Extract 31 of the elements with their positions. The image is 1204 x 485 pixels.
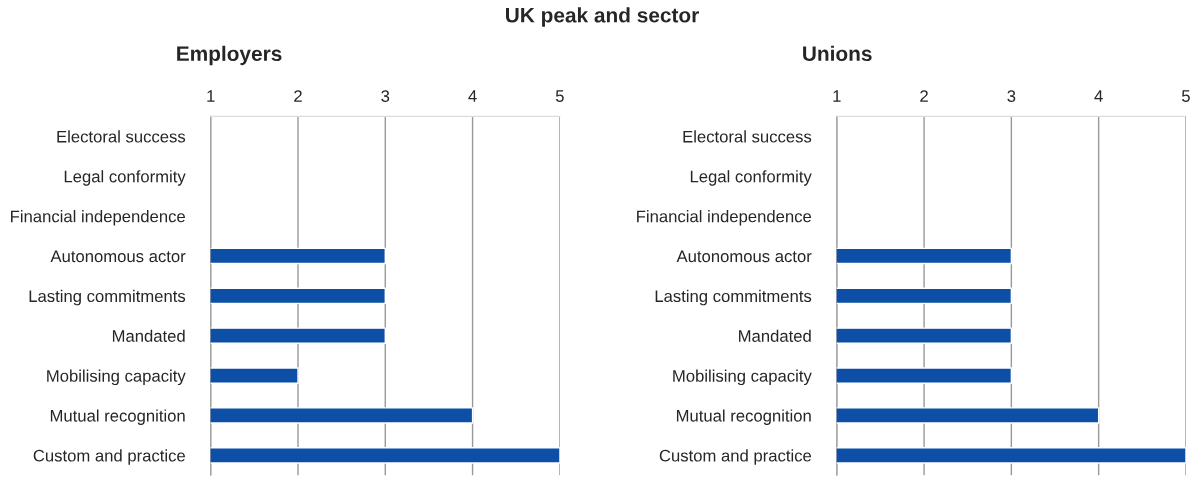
x-tick-label: 2 bbox=[920, 90, 928, 102]
y-tick-label: Mutual recognition bbox=[50, 409, 185, 425]
y-tick-label: Legal conformity bbox=[64, 170, 186, 186]
chart-title: Employers bbox=[177, 45, 282, 66]
y-tick-label: Electoral success bbox=[683, 130, 812, 143]
x-tick-label: 5 bbox=[555, 90, 564, 102]
y-tick-label: Financial independence bbox=[637, 210, 812, 226]
y-tick-label: Mutual recognition bbox=[676, 409, 811, 425]
x-tick-label: 3 bbox=[381, 90, 390, 102]
y-tick-label: Lasting commitments bbox=[655, 289, 812, 306]
y-tick-label: Custom and practice bbox=[659, 449, 812, 465]
x-tick-label: 3 bbox=[1007, 90, 1016, 102]
x-tick-label: 1 bbox=[207, 90, 215, 102]
y-tick-label: Mandated bbox=[739, 329, 811, 342]
y-tick-label: Legal conformity bbox=[690, 170, 812, 186]
y-tick-label: Electoral success bbox=[57, 130, 186, 143]
x-tick-label: 4 bbox=[468, 90, 477, 102]
y-tick-label: Custom and practice bbox=[33, 449, 185, 465]
y-tick-label: Financial independence bbox=[11, 210, 185, 226]
y-tick-label: Lasting commitments bbox=[29, 289, 186, 306]
x-tick-label: 2 bbox=[294, 90, 302, 102]
chart-title: Unions bbox=[803, 45, 872, 62]
x-tick-label: 1 bbox=[833, 90, 841, 102]
text: UK peak and sector bbox=[506, 7, 699, 27]
y-tick-label: Autonomous actor bbox=[676, 250, 812, 263]
y-tick-label: Mobilising capacity bbox=[47, 369, 186, 386]
y-tick-label: Mandated bbox=[112, 329, 185, 342]
y-tick-label: Autonomous actor bbox=[50, 250, 186, 263]
x-tick-label: 4 bbox=[1094, 90, 1103, 102]
y-tick-label: Mobilising capacity bbox=[673, 369, 812, 386]
x-tick-label: 5 bbox=[1181, 90, 1190, 102]
